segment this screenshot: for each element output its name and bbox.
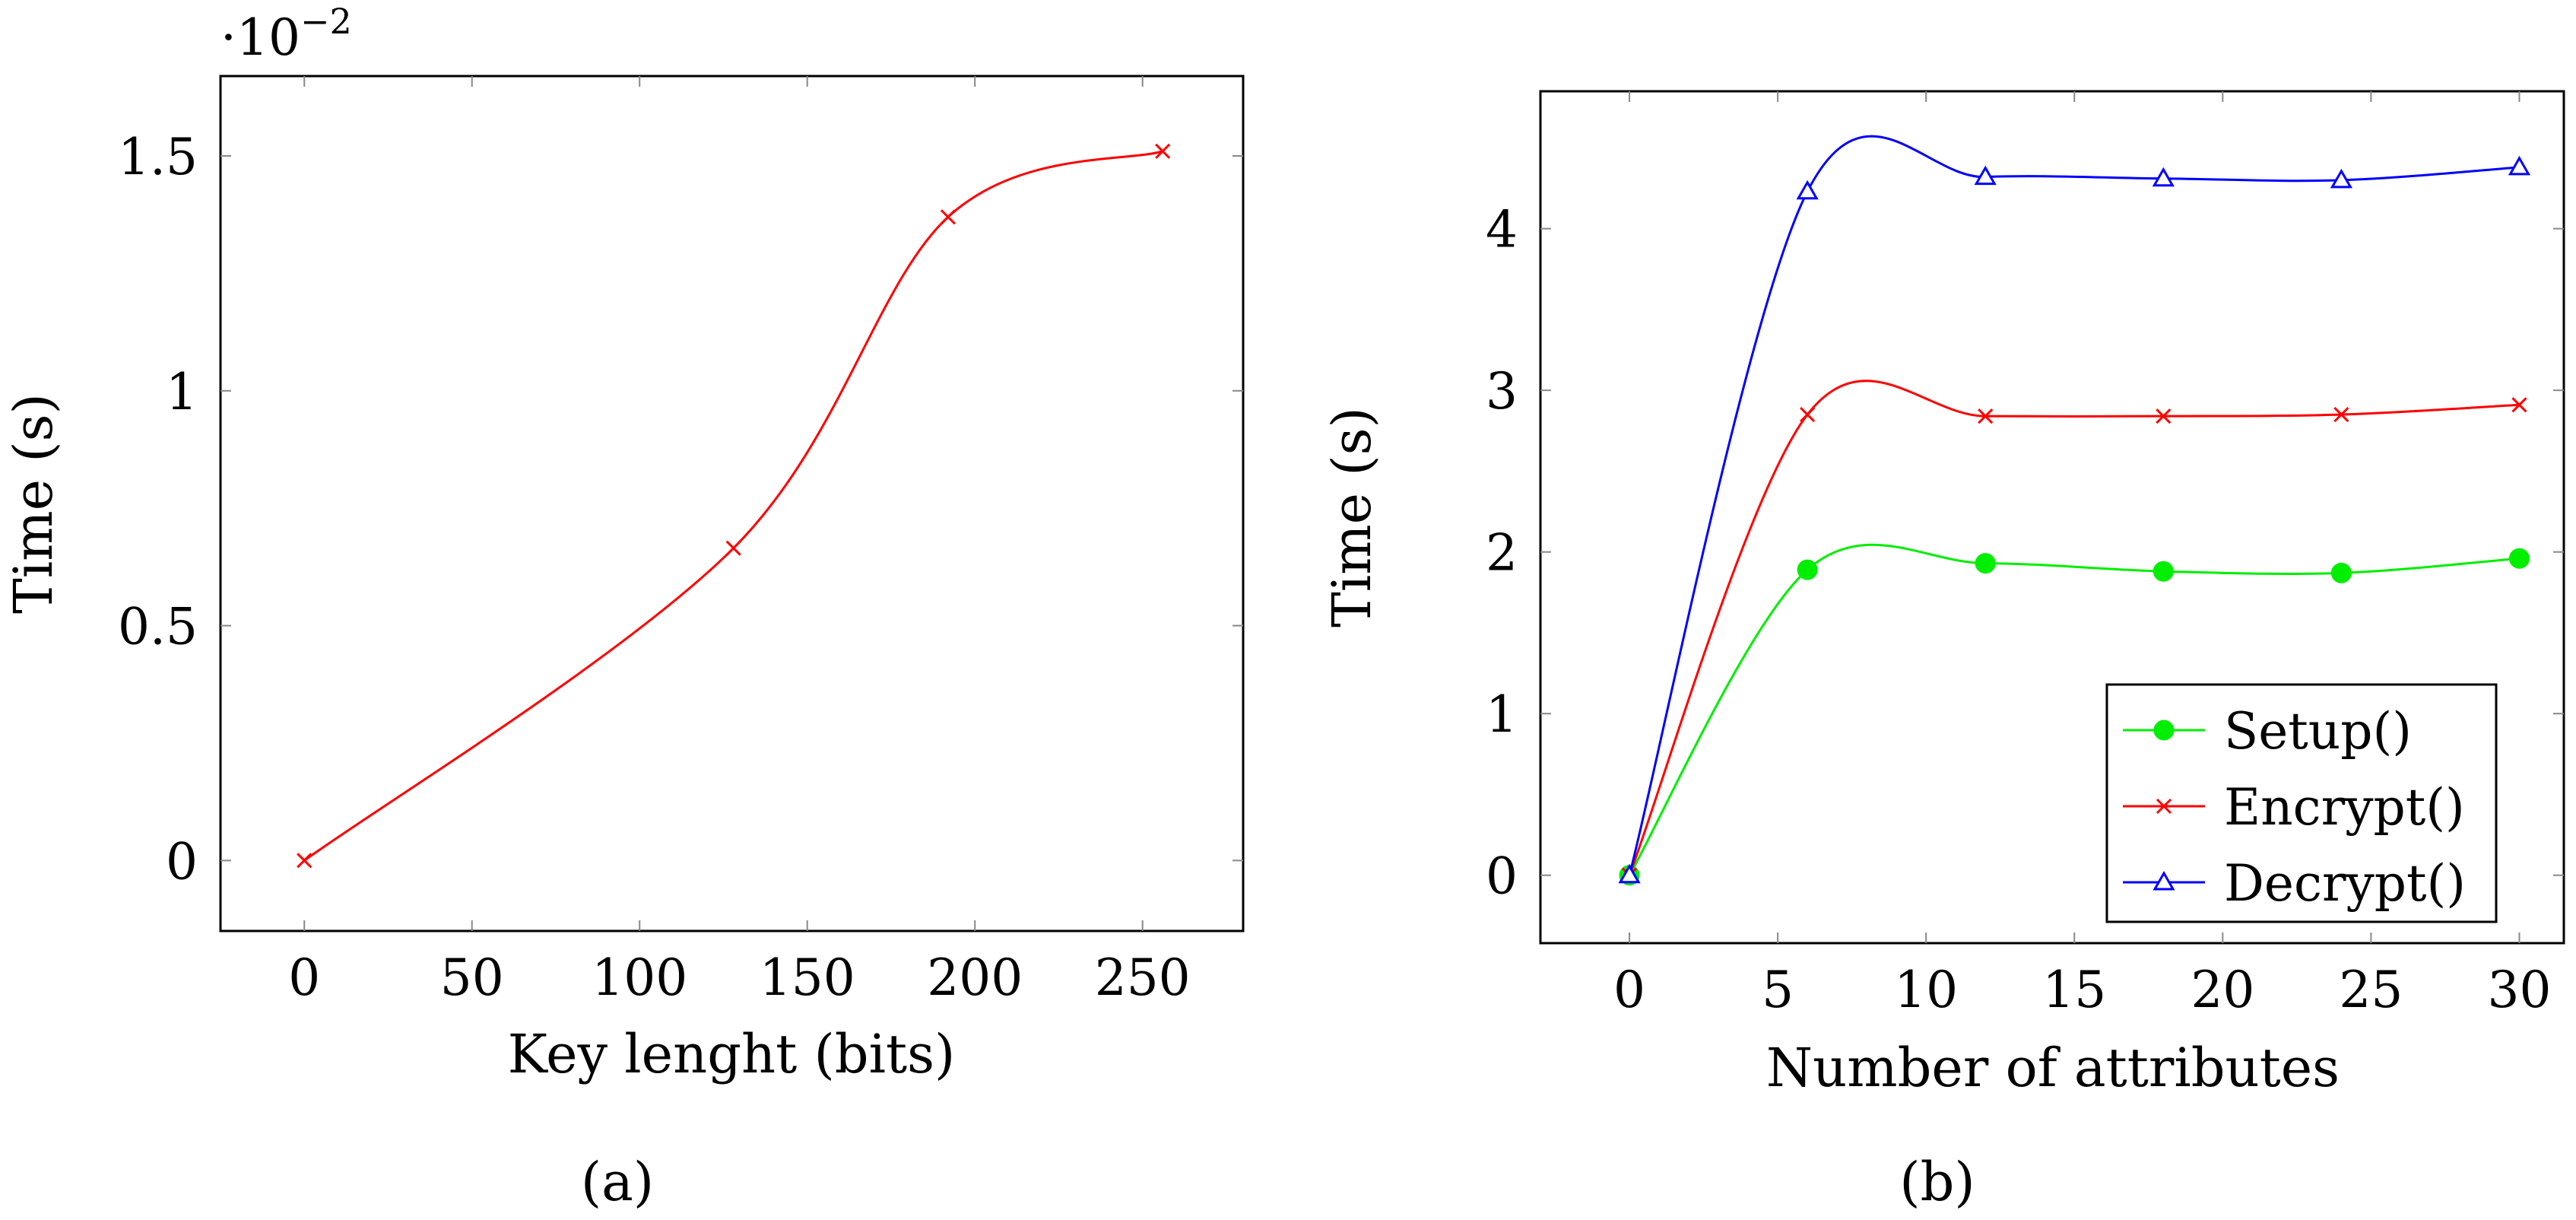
legend-label: Setup() (2224, 702, 2412, 761)
b-x-tick-label: 5 (1762, 961, 1794, 1019)
a-data-point (940, 209, 956, 225)
caption-a: (a) (581, 1151, 654, 1213)
b-x-tick-label: 25 (2339, 961, 2403, 1019)
series-a (297, 143, 1171, 869)
b-data-point (1796, 180, 1819, 200)
b-data-point (1797, 559, 1818, 580)
b-data-point (2152, 167, 2175, 187)
b-data-point (1975, 553, 1996, 574)
b-data-point (2333, 406, 2349, 423)
b-x-tick-label: 15 (2042, 961, 2106, 1019)
a-x-tick-label: 250 (1095, 948, 1191, 1007)
a-y-tick-label: 0.5 (118, 598, 198, 656)
b-data-point (2508, 548, 2530, 569)
ticks-b: 0 5 10 15 20 25 30 0 1 2 3 4 (1486, 91, 2564, 1019)
b-data-point (2508, 155, 2531, 176)
a-x-tick-label: 50 (440, 948, 504, 1007)
a-y-tick-label: 1 (166, 363, 198, 421)
b-x-tick-label: 10 (1894, 961, 1958, 1019)
x-axis-label-b: Number of attributes (1766, 1037, 2340, 1099)
a-data-point (1155, 143, 1171, 159)
legend-entry: Encrypt() (2123, 778, 2465, 837)
b-data-point (2156, 408, 2172, 424)
b-data-point (1974, 165, 1997, 186)
a-x-tick-label: 100 (592, 948, 687, 1007)
b-y-tick-label: 4 (1486, 201, 1518, 259)
a-y-tick-label: 1.5 (118, 128, 198, 186)
a-y-tick-label: 0 (166, 832, 198, 891)
b-y-tick-label: 3 (1486, 362, 1518, 421)
b-x-tick-label: 20 (2191, 961, 2254, 1019)
a-data-point (725, 540, 741, 556)
a-x-tick-label: 150 (760, 948, 855, 1007)
b-data-point (2152, 561, 2174, 582)
legend-label: Encrypt() (2224, 778, 2465, 837)
b-data-point (2511, 397, 2527, 413)
caption-b: (b) (1899, 1151, 1975, 1213)
y-multiplier-a: ·10−2 (220, 1, 352, 67)
a-x-tick-label: 0 (288, 948, 320, 1007)
a-series-line-0 (303, 150, 1163, 862)
ticks-a: 0 50 100 150 200 250 0 0.5 1 1.5 (118, 76, 1243, 1007)
legend-entry: Setup() (2123, 702, 2412, 761)
legend-swatch-marker (2153, 720, 2175, 741)
b-y-tick-label: 2 (1486, 524, 1518, 583)
a-data-point (297, 853, 312, 869)
chart-a: 0 50 100 150 200 250 0 0.5 1 1.5 ·10−2 Key lenght… (2, 1, 1245, 1213)
b-data-point (1800, 406, 1816, 423)
chart-b: 0 5 10 15 20 25 30 0 1 2 3 4 Number of attributes T… (1321, 90, 2565, 1213)
b-y-tick-label: 1 (1486, 685, 1518, 744)
b-x-tick-label: 0 (1613, 961, 1645, 1019)
y-axis-label-b: Time (s) (1321, 407, 1383, 627)
b-y-tick-label: 0 (1486, 847, 1518, 906)
series-b (1618, 135, 2531, 886)
plot-frame-b (1539, 90, 2565, 945)
legend-swatch-marker (2152, 870, 2175, 891)
b-data-point (1618, 863, 1641, 884)
b-x-tick-label: 30 (2487, 961, 2551, 1019)
legend-entry: Decrypt() (2123, 854, 2466, 913)
plot-frame-a (219, 75, 1245, 932)
y-axis-label-a: Time (s) (2, 393, 65, 614)
x-axis-label-a: Key lenght (bits) (508, 1023, 956, 1085)
a-x-tick-label: 200 (927, 948, 1023, 1007)
legend-label: Decrypt() (2224, 854, 2466, 913)
legend: Setup() Encrypt() Decrypt() (2105, 683, 2498, 923)
b-data-point (1978, 408, 1994, 424)
b-data-point (2330, 562, 2352, 583)
b-data-point (2330, 168, 2352, 189)
legend-swatch-marker (2156, 798, 2172, 815)
